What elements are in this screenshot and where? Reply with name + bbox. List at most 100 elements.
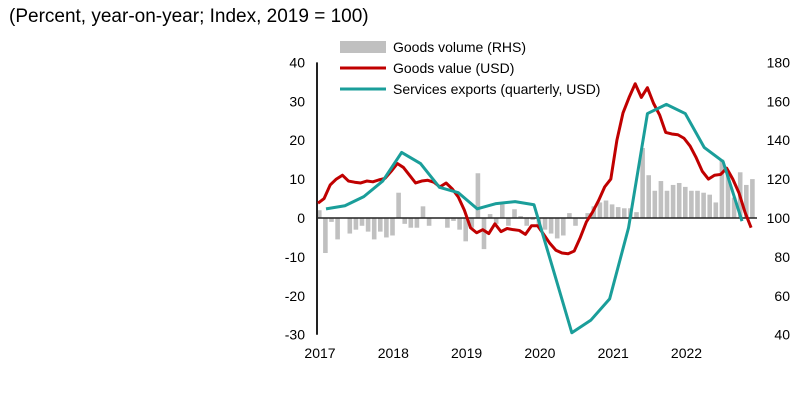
right-tick-label: 40 bbox=[774, 327, 790, 343]
goods-volume-bar bbox=[445, 218, 450, 228]
goods-volume-bar bbox=[561, 218, 566, 236]
left-tick-label: 0 bbox=[297, 210, 305, 226]
goods-volume-bar bbox=[475, 173, 481, 218]
goods-volume-bar bbox=[384, 218, 389, 238]
goods-volume-bar bbox=[518, 216, 523, 218]
goods-volume-bar bbox=[414, 218, 420, 228]
left-tick-label: -30 bbox=[285, 327, 305, 343]
goods-volume-bars bbox=[317, 147, 755, 254]
goods-volume-bar bbox=[701, 192, 706, 218]
right-tick-label: 60 bbox=[774, 288, 790, 304]
right-tick-label: 120 bbox=[767, 171, 791, 187]
goods-volume-bar bbox=[676, 182, 682, 218]
x-tick-label: 2019 bbox=[451, 345, 482, 361]
goods-volume-bar bbox=[408, 218, 414, 228]
goods-volume-bar bbox=[622, 208, 627, 218]
goods-volume-bar bbox=[597, 202, 603, 218]
goods-volume-bar bbox=[603, 200, 609, 218]
goods-volume-bar bbox=[420, 206, 426, 218]
chart-subtitle: (Percent, year-on-year; Index, 2019 = 10… bbox=[9, 6, 369, 27]
goods-volume-bar bbox=[658, 181, 664, 218]
goods-volume-bar bbox=[731, 197, 737, 218]
goods-volume-bar bbox=[530, 218, 536, 220]
x-axis-tick-labels: 2017 2018 2019 2020 2021 2022 bbox=[304, 345, 702, 361]
goods-volume-bar bbox=[506, 218, 511, 226]
goods-volume-bar bbox=[713, 202, 719, 218]
goods-volume-bar bbox=[707, 194, 712, 218]
legend-swatch-goods-volume bbox=[340, 41, 386, 53]
goods-volume-bar bbox=[512, 209, 517, 218]
goods-volume-bar bbox=[500, 204, 505, 218]
goods-volume-bar bbox=[347, 218, 353, 234]
goods-volume-bar bbox=[554, 218, 560, 239]
goods-volume-bar bbox=[634, 212, 639, 218]
goods-volume-bar bbox=[396, 192, 401, 218]
services-exports-line bbox=[325, 102, 744, 335]
left-tick-label: 30 bbox=[289, 93, 305, 109]
goods-volume-bar bbox=[719, 159, 725, 218]
goods-volume-bar bbox=[390, 218, 395, 236]
goods-volume-bar bbox=[365, 218, 371, 232]
goods-volume-bar bbox=[469, 218, 475, 228]
goods-volume-bar bbox=[323, 218, 328, 254]
legend-label-services-exports: Services exports (quarterly, USD) bbox=[393, 81, 600, 97]
goods-volume-bar bbox=[615, 207, 621, 218]
goods-volume-bar bbox=[646, 175, 651, 218]
left-tick-label: -20 bbox=[285, 288, 305, 304]
goods-volume-bar bbox=[481, 218, 487, 250]
goods-volume-bar bbox=[689, 190, 694, 218]
goods-volume-bar bbox=[567, 213, 572, 218]
goods-volume-bar bbox=[664, 190, 670, 218]
right-tick-label: 180 bbox=[767, 54, 791, 70]
left-tick-label: 10 bbox=[289, 171, 305, 187]
goods-volume-bar bbox=[451, 218, 456, 221]
goods-volume-bar bbox=[317, 210, 322, 218]
goods-volume-bar bbox=[640, 147, 645, 218]
left-tick-label: 20 bbox=[289, 132, 305, 148]
goods-volume-bar bbox=[524, 218, 529, 226]
goods-volume-bar bbox=[548, 218, 554, 234]
goods-volume-bar bbox=[359, 218, 365, 226]
goods-volume-bar bbox=[457, 218, 462, 230]
right-tick-label: 80 bbox=[774, 249, 790, 265]
legend-label-goods-volume: Goods volume (RHS) bbox=[393, 39, 526, 55]
goods-volume-bar bbox=[426, 218, 432, 226]
goods-volume-bar bbox=[353, 218, 359, 230]
goods-volume-bar bbox=[670, 184, 676, 218]
line-series bbox=[317, 82, 753, 335]
x-tick-label: 2020 bbox=[524, 345, 555, 361]
goods-volume-bar bbox=[487, 214, 493, 218]
goods-volume-bar bbox=[329, 218, 334, 222]
goods-volume-bar bbox=[585, 213, 590, 218]
left-tick-label: 40 bbox=[289, 54, 305, 70]
goods-volume-bar bbox=[371, 218, 377, 240]
legend: Goods volume (RHS) Goods value (USD) Ser… bbox=[340, 39, 600, 97]
goods-volume-bar bbox=[463, 218, 468, 242]
right-axis-tick-labels: 180 160 140 120 100 80 60 40 bbox=[767, 54, 791, 342]
goods-value-line bbox=[317, 82, 753, 256]
right-tick-label: 140 bbox=[767, 132, 791, 148]
goods-volume-bar bbox=[493, 218, 499, 224]
legend-label-goods-value: Goods value (USD) bbox=[393, 60, 514, 76]
left-axis-tick-labels: 40 30 20 10 0 -10 -20 -30 bbox=[285, 54, 305, 342]
x-tick-label: 2022 bbox=[671, 345, 702, 361]
goods-volume-bar bbox=[573, 218, 578, 226]
goods-volume-bar bbox=[683, 186, 688, 218]
x-tick-label: 2017 bbox=[304, 345, 335, 361]
goods-volume-bar bbox=[609, 204, 615, 218]
goods-volume-bar bbox=[402, 218, 407, 224]
right-tick-label: 160 bbox=[767, 93, 791, 109]
left-tick-label: -10 bbox=[285, 249, 305, 265]
x-tick-label: 2018 bbox=[378, 345, 409, 361]
right-tick-label: 100 bbox=[767, 210, 791, 226]
goods-volume-bar bbox=[378, 218, 383, 232]
goods-volume-bar bbox=[725, 173, 731, 218]
goods-volume-bar bbox=[542, 218, 548, 230]
goods-volume-bar bbox=[652, 190, 658, 218]
goods-volume-bar bbox=[335, 218, 340, 240]
goods-volume-bar bbox=[744, 184, 749, 218]
goods-volume-bar bbox=[750, 179, 755, 218]
goods-volume-bar bbox=[695, 190, 700, 218]
x-tick-label: 2021 bbox=[598, 345, 629, 361]
